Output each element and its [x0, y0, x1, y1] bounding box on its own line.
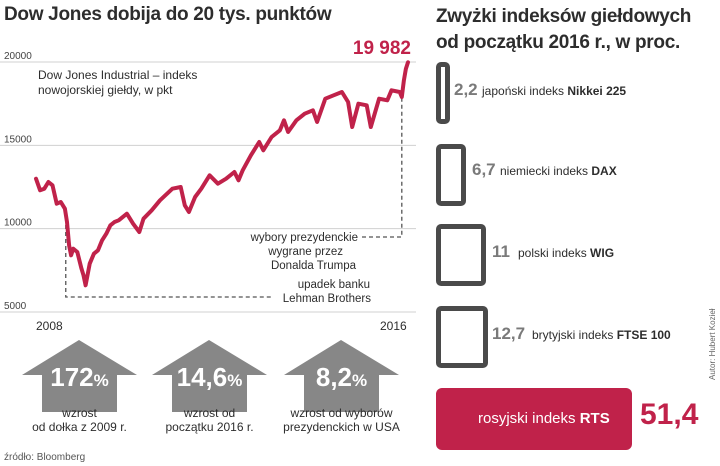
arrow-stat-3-caption-line-1: wzrost od wyborów — [290, 406, 393, 420]
y-tick-label: 20000 — [4, 51, 32, 62]
arrow-stat-3-value: 8,2% — [315, 362, 368, 392]
y-tick-label: 10000 — [4, 218, 32, 229]
arrow-stat-1-caption: wzrost od dołka z 2009 r. — [22, 406, 137, 434]
value-rts: 51,4 — [640, 398, 699, 431]
arrow-stat-1-caption-line-1: wzrost — [62, 406, 97, 420]
x-label-2008: 2008 — [36, 319, 63, 333]
arrow-stat-2-value: 14,6% — [176, 362, 243, 392]
value-dax: 6,7 — [472, 160, 496, 179]
arrow-stat-1-value: 172% — [50, 362, 109, 392]
arrow-stat-1: 172% — [22, 340, 137, 435]
label-dax: niemiecki indeks DAX — [500, 164, 617, 178]
x-label-2016: 2016 — [380, 319, 407, 333]
chart-title: Dow Jones dobija do 20 tys. punktów — [4, 4, 332, 25]
dow-jones-line-chart: 5000 10000 15000 20000 Dow Jones Industrial… — [0, 38, 416, 333]
bar-ftse — [436, 306, 488, 368]
y-tick-label: 5000 — [4, 301, 27, 312]
annotation-trump-leader — [362, 96, 403, 238]
arrow-stat-2-caption-line-1: wzrost od — [183, 406, 236, 420]
annotation-trump-line-3: Donalda Trumpa — [271, 260, 357, 272]
up-arrow-icon — [22, 340, 137, 412]
annotation-lehman-line-2: Lehman Brothers — [283, 293, 371, 305]
arrow-stat-2-caption: wzrost od początku 2016 r. — [152, 406, 267, 434]
up-arrow-icon — [152, 340, 267, 412]
author-note: Autor: Hubert Kozieł — [708, 308, 717, 380]
end-value-label: 19 982 — [353, 38, 411, 59]
chart-subtitle-line-2: nowojorskiej giełdy, w pkt — [38, 83, 173, 97]
bar-chart-title: Zwyżki indeksów giełdowych od początku 2… — [436, 6, 692, 53]
bar-rts — [436, 388, 632, 450]
bar-wig — [436, 224, 486, 286]
label-ftse: brytyjski indeks FTSE 100 — [532, 328, 671, 342]
source-note: źródło: Bloomberg — [4, 452, 86, 463]
arrow-stat-2: 14,6% — [152, 340, 267, 435]
dow-jones-series-line — [34, 60, 410, 288]
label-nikkei: japoński indeks Nikkei 225 — [482, 84, 627, 98]
arrow-stat-1-caption-line-2: od dołka z 2009 r. — [32, 420, 127, 434]
annotation-lehman-leader — [65, 225, 273, 298]
bar-nikkei — [436, 62, 450, 124]
value-ftse: 12,7 — [492, 324, 526, 343]
y-tick-label: 15000 — [4, 134, 32, 145]
label-rts: rosyjski indeks RTS — [478, 410, 610, 427]
arrow-stat-3-caption: wzrost od wyborów prezydenckich w USA — [274, 406, 409, 434]
arrow-stat-2-caption-line-2: początku 2016 r. — [165, 420, 254, 434]
annotation-lehman-line-1: upadek banku — [298, 279, 370, 291]
label-wig: polski indeks WIG — [518, 246, 615, 260]
value-nikkei: 2,2 — [454, 80, 478, 99]
chart-subtitle-line-1: Dow Jones Industrial – indeks — [38, 68, 197, 82]
bar-dax — [436, 144, 466, 206]
annotation-trump-line-2: wygrane przez — [267, 246, 343, 258]
arrow-stat-3: 8,2% — [284, 340, 399, 435]
up-arrow-icon — [284, 340, 399, 412]
arrow-stat-3-caption-line-2: prezydenckich w USA — [283, 420, 400, 434]
annotation-trump-line-1: wybory prezydenckie — [250, 232, 358, 244]
value-wig: 11 — [492, 242, 510, 261]
